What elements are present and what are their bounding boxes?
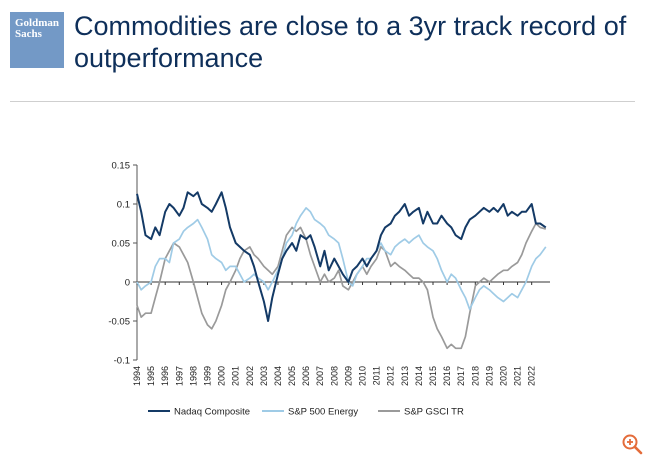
legend-label: Nadaq Composite — [174, 407, 250, 418]
legend-label: S&P GSCI TR — [404, 407, 464, 418]
x-tick-label: 2001 — [231, 366, 241, 386]
x-tick-label: 2018 — [470, 366, 480, 386]
x-tick-label: 1994 — [132, 366, 142, 386]
x-tick-label: 2021 — [513, 366, 523, 386]
x-tick-label: 2005 — [287, 366, 297, 386]
y-tick-label: 0.05 — [112, 239, 131, 250]
x-tick-label: 1998 — [188, 366, 198, 386]
legend-label: S&P 500 Energy — [288, 407, 358, 418]
x-tick-label: 2020 — [498, 366, 508, 386]
x-tick-label: 1995 — [146, 366, 156, 386]
x-tick-label: 2006 — [301, 366, 311, 386]
title-divider — [10, 101, 635, 102]
x-tick-label: 2013 — [400, 366, 410, 386]
x-tick-label: 2002 — [245, 366, 255, 386]
x-tick-label: 2008 — [329, 366, 339, 386]
x-tick-label: 1996 — [160, 366, 170, 386]
x-tick-label: 2017 — [456, 366, 466, 386]
x-tick-label: 2015 — [428, 366, 438, 386]
title-line-2: outperformance — [74, 43, 264, 73]
y-tick-label: -0.05 — [108, 317, 130, 328]
x-tick-label: 1997 — [174, 366, 184, 386]
series-line-s-p-500-energy — [136, 207, 547, 311]
y-tick-label: 0.1 — [117, 200, 130, 211]
x-tick-label: 2004 — [273, 366, 283, 386]
series-line-nadaq-composite — [136, 191, 547, 322]
zoom-in-icon — [622, 434, 643, 455]
x-tick-label: 2014 — [414, 366, 424, 386]
page-title: Commodities are close to a 3yr track rec… — [74, 10, 644, 74]
y-tick-label: 0 — [125, 278, 130, 289]
logo-text-line1: Goldman — [15, 17, 60, 29]
title-line-1: Commodities are close to a 3yr track rec… — [74, 11, 627, 41]
x-tick-label: 2012 — [386, 366, 396, 386]
y-tick-label: -0.1 — [114, 356, 130, 367]
y-tick-label: 0.15 — [112, 161, 131, 172]
series-line-s-p-gsci-tr — [136, 222, 547, 350]
x-tick-label: 2019 — [484, 366, 494, 386]
x-tick-label: 2000 — [217, 366, 227, 386]
logo-text-line2: Sachs — [15, 28, 42, 40]
x-tick-label: 2011 — [372, 366, 382, 385]
x-tick-label: 2009 — [343, 366, 353, 386]
x-tick-label: 2016 — [442, 366, 452, 386]
goldman-sachs-logo: Goldman Sachs — [10, 12, 64, 68]
x-tick-label: 2010 — [358, 366, 368, 386]
x-tick-label: 2007 — [315, 366, 325, 386]
x-tick-label: 1999 — [202, 366, 212, 386]
zoom-in-button[interactable] — [620, 432, 644, 456]
x-tick-label: 2022 — [527, 366, 537, 386]
x-tick-label: 2003 — [259, 366, 269, 386]
